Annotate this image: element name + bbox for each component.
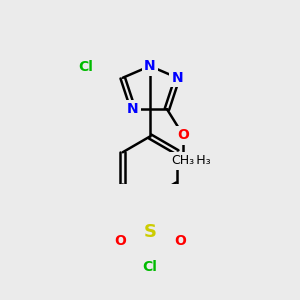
Text: —CH₃: —CH₃: [155, 154, 211, 167]
Text: N: N: [144, 59, 156, 73]
Text: N: N: [172, 71, 183, 85]
Text: N: N: [127, 102, 139, 116]
Text: O: O: [177, 128, 189, 142]
Text: Cl: Cl: [78, 61, 93, 74]
Text: Cl: Cl: [142, 260, 158, 274]
Text: S: S: [143, 223, 157, 241]
Text: O: O: [174, 234, 186, 248]
Text: O: O: [114, 234, 126, 248]
Text: CH₃: CH₃: [172, 154, 195, 167]
